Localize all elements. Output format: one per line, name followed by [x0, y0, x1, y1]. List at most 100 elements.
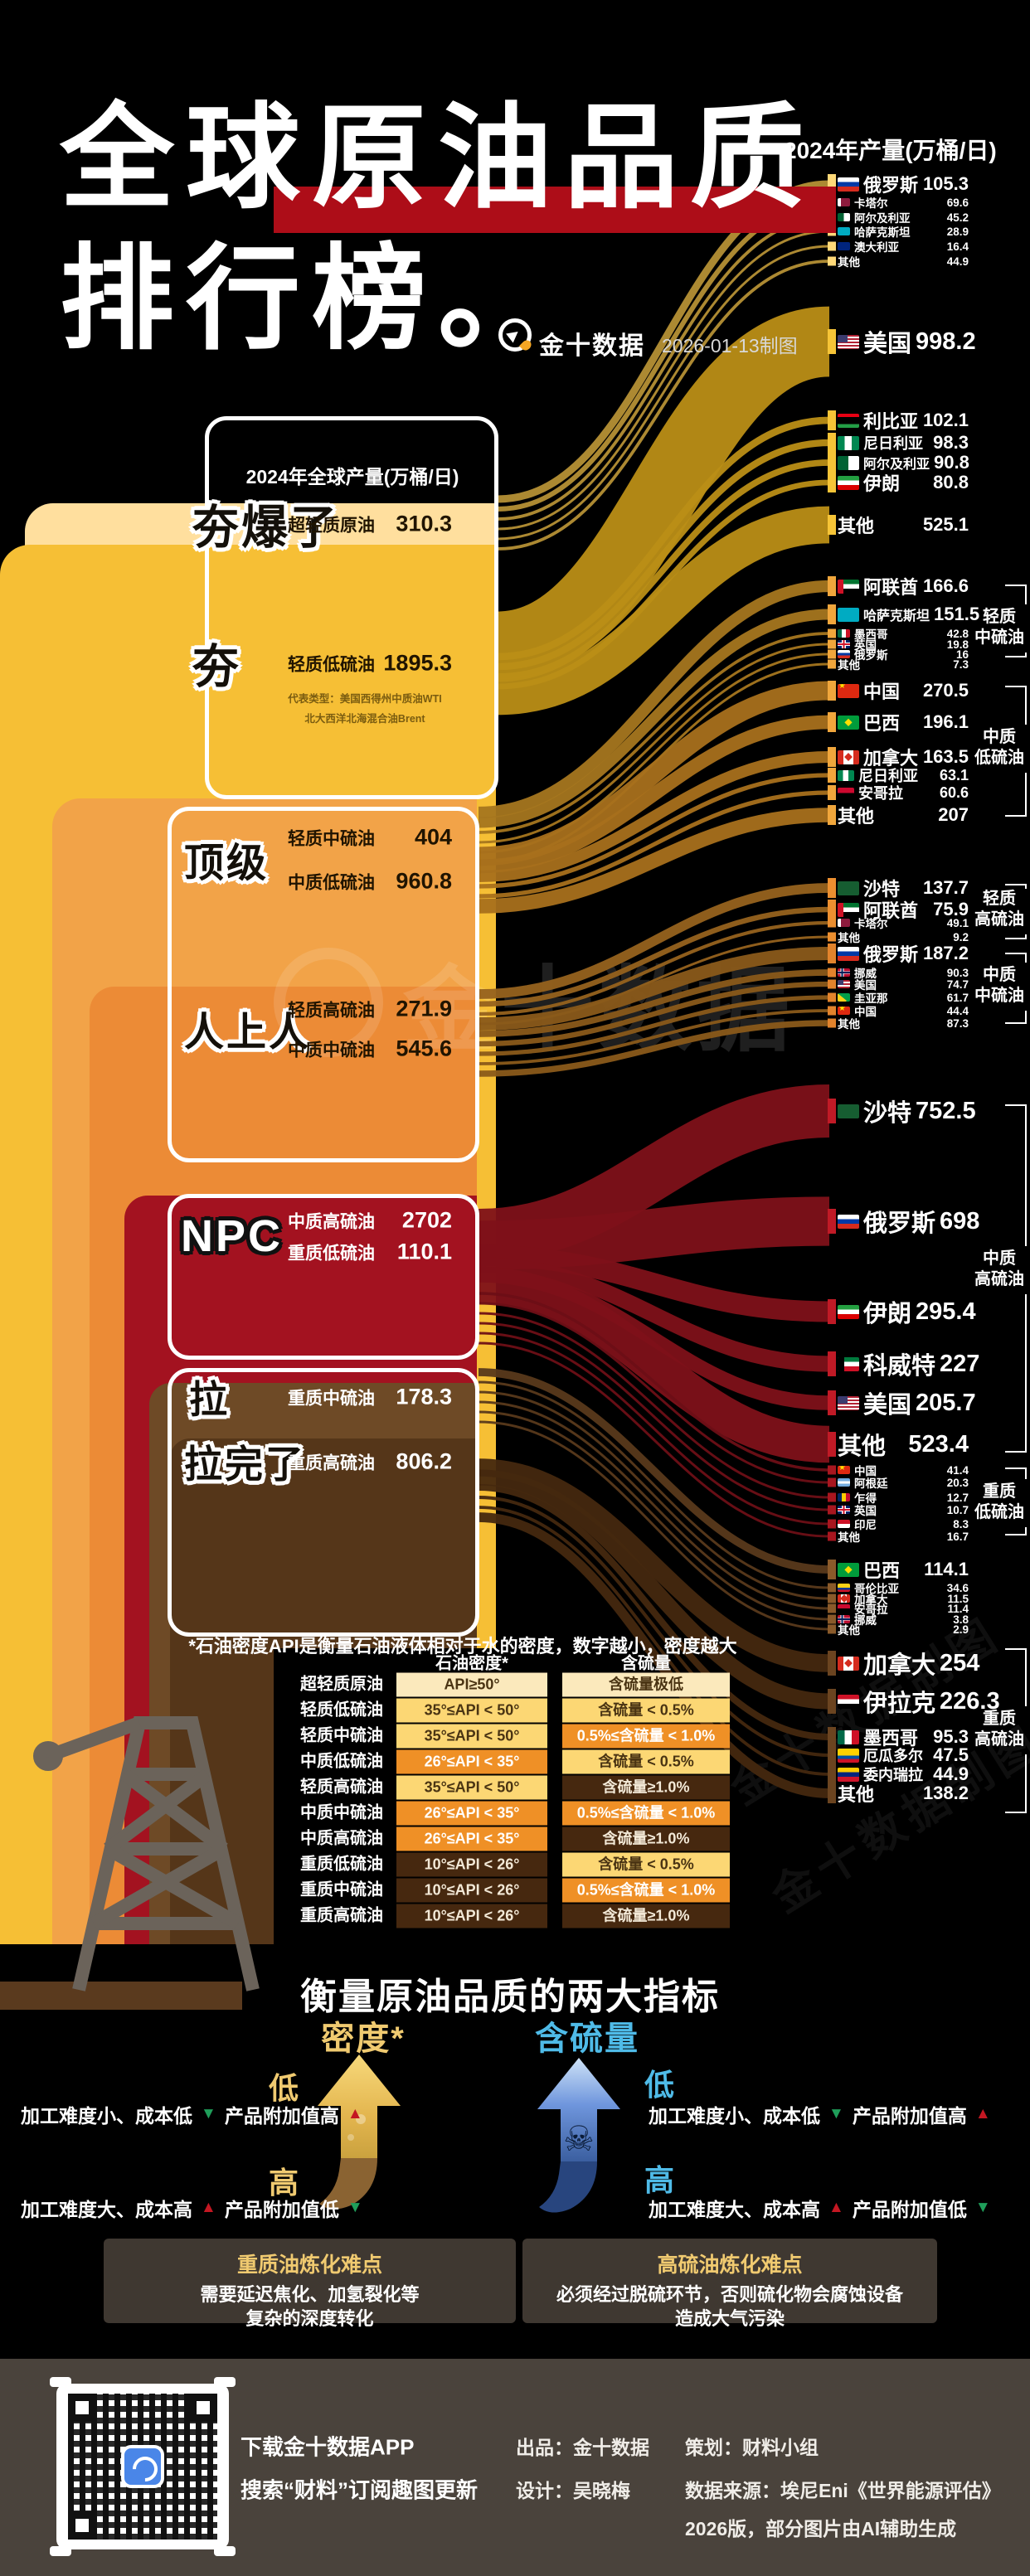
- oil-type: 中质低硫油: [288, 873, 375, 892]
- country-name: 俄罗斯: [863, 1210, 936, 1237]
- footer-source2: 2026版，部分图片由AI辅助生成: [685, 2518, 957, 2540]
- country-row: 美国 205.7: [838, 1385, 976, 1420]
- oil-value: 2702: [401, 1207, 452, 1233]
- low-text1: 加工难度小、成本低: [649, 2105, 820, 2127]
- country-row: 俄罗斯 16: [838, 646, 969, 662]
- country-name: 安哥拉: [854, 1603, 888, 1616]
- qr-finder: [189, 2394, 217, 2422]
- oil-value: 271.9: [396, 996, 452, 1021]
- country-row: 阿根廷 20.3: [838, 1474, 969, 1491]
- box-title: 重质油炼化难点: [236, 2253, 382, 2277]
- density-high-label: 高: [268, 2166, 299, 2200]
- country-row: 巴西 196.1: [838, 709, 969, 735]
- density-low-label: 低: [268, 2071, 299, 2105]
- country-row: 卡塔尔 49.1: [838, 914, 969, 931]
- country-value: 752.5: [916, 1097, 976, 1124]
- cn-flag-icon: [838, 1466, 850, 1474]
- country-value: 87.3: [946, 1016, 969, 1030]
- ve-flag-icon: [838, 1767, 859, 1782]
- country-name: 伊朗: [863, 473, 901, 494]
- country-value: 60.6: [939, 783, 969, 801]
- country-row: 阿尔及利亚 45.2: [838, 209, 969, 226]
- qa-flag-icon: [838, 919, 850, 927]
- country-value: 90.8: [934, 452, 969, 473]
- oil-type: 轻质高硫油: [288, 1001, 375, 1020]
- bracket-line: [1005, 1104, 1027, 1246]
- ir-flag-icon: [838, 1304, 859, 1319]
- country-name: 其他: [838, 932, 860, 944]
- grade-panel-2: [168, 807, 479, 1162]
- tier-row: 轻质高硫油 271.9: [288, 997, 452, 1022]
- api-table-row: 重质中硫油 10°≤API < 26° 0.5%≤含硫量 < 1.0%: [0, 1878, 1030, 1903]
- api-range-cell: 26°≤API < 35°: [396, 1801, 547, 1826]
- oil-type: 超轻质原油: [288, 516, 375, 535]
- heavy-oil-note-box: 重质油炼化难点 需要延迟焦化、加氢裂化等 复杂的深度转化: [104, 2239, 516, 2329]
- oil-type-label: 轻质高硫油: [300, 1778, 383, 1797]
- jin10-logo-icon: [498, 318, 532, 352]
- country-row: 中国 44.4: [838, 1002, 969, 1019]
- country-value: 227: [940, 1350, 980, 1377]
- ru-flag-icon: [838, 650, 850, 658]
- ng-flag-icon: [838, 769, 854, 781]
- country-name: 墨西哥: [863, 1728, 919, 1749]
- country-value: 525.1: [922, 514, 969, 535]
- country-value: 295.4: [916, 1298, 976, 1325]
- page-title-line1: 全球原油品质: [60, 95, 817, 222]
- country-name: 哈萨克斯坦: [854, 226, 911, 239]
- api-table-row: 中质中硫油 26°≤API < 35° 0.5%≤含硫量 < 1.0%: [0, 1801, 1030, 1826]
- country-name: 加拿大: [854, 1594, 888, 1606]
- country-name: 中国: [854, 1006, 877, 1018]
- country-name: 英国: [854, 1505, 877, 1517]
- decor-bar: [0, 1982, 242, 2010]
- api-range-cell: 10°≤API < 26°: [396, 1852, 547, 1877]
- country-row: 印尼 8.3: [838, 1516, 969, 1532]
- country-row: 厄瓜多尔 47.5: [838, 1744, 969, 1766]
- gb-flag-icon: [838, 640, 850, 648]
- grade-panel-1: [205, 416, 498, 799]
- country-name: 阿联酋: [863, 900, 919, 921]
- bracket-line: [1005, 773, 1027, 817]
- bracket-line: [1005, 1648, 1027, 1706]
- country-value: 7.3: [953, 657, 969, 671]
- box-title: 高硫油炼化难点: [657, 2253, 803, 2277]
- grade-label-1: 夯: [192, 640, 241, 693]
- production-header: 2024年产量(万桶/日): [784, 138, 997, 163]
- country-row: 俄罗斯 187.2: [838, 940, 969, 967]
- country-value: 137.7: [922, 877, 969, 898]
- country-row: 墨西哥 42.8: [838, 625, 969, 642]
- sulfur-arrow-icon: ☠: [537, 2058, 620, 2213]
- box-line: 必须经过脱硫环节，否则硫化物会腐蚀设备: [556, 2284, 903, 2305]
- oil-value: 110.1: [396, 1239, 452, 1264]
- api-table-row: 轻质中硫油 35°≤API < 50° 0.5%≤含硫量 < 1.0%: [0, 1724, 1030, 1749]
- country-name: 厄瓜多尔: [863, 1748, 923, 1764]
- tier-row: 超轻质原油 310.3: [288, 512, 452, 537]
- oil-value: 960.8: [396, 868, 452, 894]
- country-row: 巴西 114.1: [838, 1556, 969, 1583]
- oil-type: 中质高硫油: [288, 1212, 375, 1231]
- sulfur-range-cell: 含硫量 < 0.5%: [562, 1852, 730, 1877]
- ae-flag-icon: [838, 902, 859, 917]
- country-value: 75.9: [933, 899, 969, 919]
- bracket-line: [1005, 1467, 1027, 1479]
- country-name: 中国: [863, 682, 901, 702]
- co-flag-icon: [838, 1584, 850, 1592]
- country-row: 其他 44.9: [838, 253, 969, 269]
- api-table-row: 重质低硫油 10°≤API < 26° 含硫量 < 0.5%: [0, 1852, 1030, 1877]
- box-line: 需要延迟焦化、加氢裂化等: [200, 2284, 420, 2305]
- no-flag-icon: [838, 1615, 850, 1623]
- kz-flag-icon: [838, 227, 850, 235]
- country-name: 中国: [854, 1465, 877, 1477]
- country-name: 卡塔尔: [854, 918, 888, 930]
- oil-value: 806.2: [396, 1448, 452, 1474]
- box-line: 复杂的深度转化: [245, 2308, 374, 2329]
- down-triangle-icon: ▼: [974, 2199, 991, 2216]
- country-row: 墨西哥 95.3: [838, 1724, 969, 1750]
- bracket-line: [1005, 1011, 1027, 1024]
- grade-label-2: 顶级: [184, 842, 270, 885]
- country-value: 114.1: [924, 1559, 969, 1579]
- country-value: 69.6: [946, 196, 969, 209]
- high-text1: 加工难度大、成本高: [21, 2199, 192, 2220]
- rep-type-note1: 代表类型：美国西得州中质油WTI: [288, 693, 442, 705]
- country-row: 美国 74.7: [838, 976, 969, 992]
